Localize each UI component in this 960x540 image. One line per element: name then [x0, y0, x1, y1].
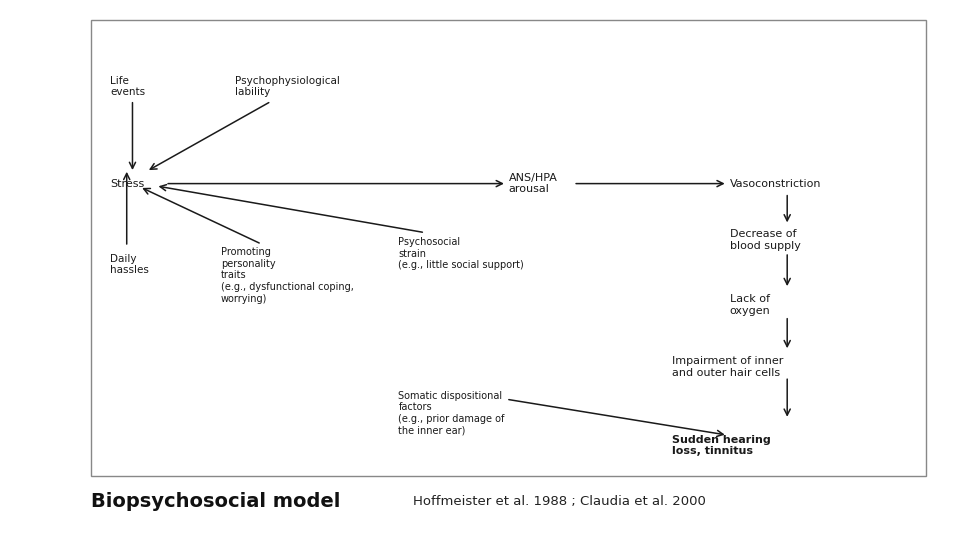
Text: Psychophysiological
lability: Psychophysiological lability — [235, 76, 340, 97]
Text: Impairment of inner
and outer hair cells: Impairment of inner and outer hair cells — [672, 356, 783, 378]
Text: Somatic dispositional
factors
(e.g., prior damage of
the inner ear): Somatic dispositional factors (e.g., pri… — [398, 391, 505, 435]
Text: ANS/HPA
arousal: ANS/HPA arousal — [509, 173, 558, 194]
Text: Daily
hassles: Daily hassles — [110, 254, 149, 275]
Text: Decrease of
blood supply: Decrease of blood supply — [730, 230, 801, 251]
Text: Life
events: Life events — [110, 76, 146, 97]
Bar — [91, 20, 926, 476]
Text: Vasoconstriction: Vasoconstriction — [730, 179, 821, 188]
Text: Stress: Stress — [110, 179, 145, 188]
Text: Promoting
personality
traits
(e.g., dysfunctional coping,
worrying): Promoting personality traits (e.g., dysf… — [221, 247, 353, 303]
Text: Biopsychosocial model: Biopsychosocial model — [91, 491, 341, 511]
Text: Sudden hearing
loss, tinnitus: Sudden hearing loss, tinnitus — [672, 435, 771, 456]
Text: Hoffmeister et al. 1988 ; Claudia et al. 2000: Hoffmeister et al. 1988 ; Claudia et al.… — [413, 495, 706, 508]
Text: Lack of
oxygen: Lack of oxygen — [730, 294, 770, 316]
Text: Psychosocial
strain
(e.g., little social support): Psychosocial strain (e.g., little social… — [398, 237, 524, 271]
